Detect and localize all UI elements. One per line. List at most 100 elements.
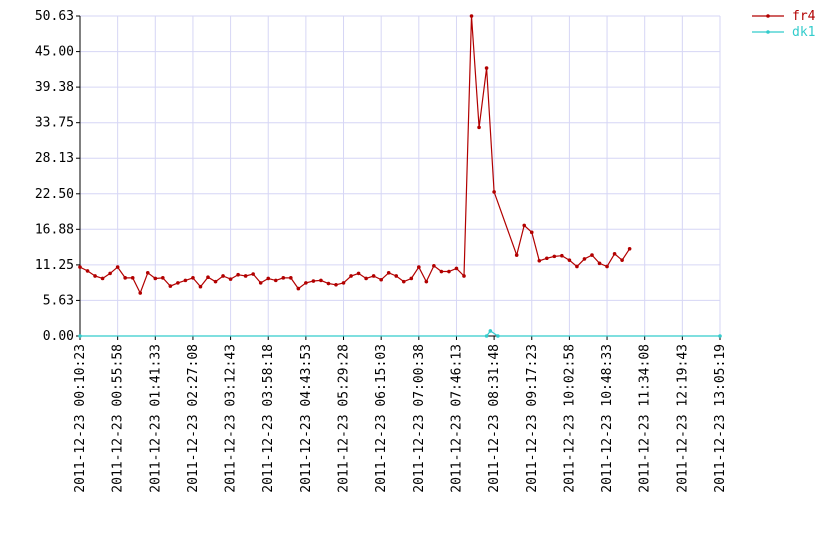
data-point-fr4: [424, 279, 429, 284]
data-point-fr4: [492, 190, 496, 194]
x-tick-label: 2011-12-23 00:55:58: [111, 344, 126, 493]
y-tick-label: 50.63: [35, 9, 74, 24]
x-tick-label: 2011-12-23 07:00:38: [412, 344, 427, 493]
data-point-fr4: [319, 278, 323, 283]
data-point-fr4: [627, 246, 632, 251]
data-point-fr4: [123, 276, 127, 280]
data-point-fr4: [296, 286, 301, 291]
series-line-fr4: [79, 15, 631, 295]
data-point-fr4: [334, 283, 338, 287]
data-point-fr4: [356, 271, 361, 276]
y-tick-label: 5.63: [43, 293, 74, 308]
y-tick-label: 28.13: [35, 151, 74, 166]
data-point-fr4: [401, 279, 406, 284]
data-point-fr4: [85, 269, 90, 273]
data-point-fr4: [552, 254, 557, 259]
x-tick-label: 2011-12-23 08:31:48: [487, 344, 502, 493]
x-tick-label: 2011-12-23 05:29:28: [337, 344, 352, 493]
data-point-fr4: [529, 230, 534, 235]
x-tick-label: 2011-12-23 10:48:33: [600, 344, 615, 493]
data-point-fr4: [477, 125, 481, 130]
data-point-fr4: [78, 265, 82, 269]
y-tick-label: 45.00: [35, 45, 74, 60]
data-point-dk1: [718, 334, 722, 338]
data-series: [78, 14, 722, 338]
data-point-fr4: [228, 277, 233, 281]
y-tick-label: 16.88: [35, 222, 74, 237]
data-point-fr4: [138, 291, 143, 295]
x-tick-label: 2011-12-23 04:43:53: [299, 344, 314, 493]
x-tick-label: 2011-12-23 03:12:43: [224, 344, 239, 493]
data-point-fr4: [191, 276, 195, 280]
data-point-fr4: [575, 264, 579, 269]
series-line-dk1: [80, 330, 720, 337]
x-tick-label: 2011-12-23 13:05:19: [713, 344, 728, 493]
data-point-fr4: [409, 276, 414, 281]
data-point-fr4: [605, 264, 609, 269]
data-point-fr4: [341, 281, 346, 285]
data-point-fr4: [597, 261, 602, 266]
data-point-fr4: [326, 281, 331, 286]
grid-lines: [79, 15, 721, 337]
x-tick-label: 2011-12-23 10:02:58: [562, 344, 577, 493]
x-tick-label: 2011-12-23 00:10:23: [73, 344, 88, 493]
data-point-fr4: [281, 276, 286, 280]
data-point-fr4: [221, 274, 225, 278]
data-point-fr4: [364, 276, 368, 281]
data-point-fr4: [447, 269, 451, 274]
data-point-fr4: [560, 253, 564, 258]
x-tick-label: 2011-12-23 06:15:03: [374, 344, 389, 493]
data-point-fr4: [93, 274, 97, 278]
data-point-fr4: [522, 223, 527, 228]
data-point-fr4: [266, 276, 271, 281]
data-point-dk1: [78, 334, 82, 338]
data-point-dk1: [488, 329, 493, 333]
x-tick-label: 2011-12-23 12:19:43: [675, 344, 690, 493]
data-point-fr4: [394, 274, 399, 278]
y-tick-label: 39.38: [35, 80, 74, 95]
data-point-fr4: [439, 269, 444, 274]
x-tick-label: 2011-12-23 02:27:08: [186, 344, 201, 493]
data-point-fr4: [386, 270, 391, 275]
data-point-fr4: [514, 253, 519, 257]
data-point-fr4: [432, 264, 436, 268]
x-tick-label: 2011-12-23 01:41:33: [148, 344, 163, 493]
data-point-fr4: [545, 256, 549, 261]
x-tick-label: 2011-12-23 09:17:23: [525, 344, 540, 493]
data-point-fr4: [311, 279, 316, 283]
data-point-fr4: [153, 276, 158, 281]
data-point-fr4: [590, 253, 594, 257]
legend-label-fr4: fr4: [792, 9, 816, 24]
data-point-fr4: [620, 258, 624, 262]
data-point-fr4: [168, 284, 173, 288]
data-point-fr4: [462, 274, 466, 278]
data-point-fr4: [161, 276, 165, 280]
data-point-fr4: [145, 270, 150, 275]
data-point-fr4: [371, 274, 376, 278]
legend-marker-dk1: [766, 30, 770, 34]
data-point-dk1: [496, 334, 500, 338]
data-point-fr4: [115, 265, 120, 269]
legend-label-dk1: dk1: [792, 25, 815, 40]
data-point-fr4: [417, 265, 421, 269]
legend-marker-fr4: [766, 14, 770, 18]
x-tick-label: 2011-12-23 03:58:18: [261, 344, 276, 493]
data-point-fr4: [289, 276, 293, 280]
y-tick-label: 33.75: [35, 116, 74, 131]
data-point-fr4: [100, 276, 105, 281]
data-point-fr4: [273, 278, 278, 283]
chart-axes: [76, 15, 721, 340]
data-point-fr4: [258, 281, 263, 285]
data-point-fr4: [304, 281, 308, 285]
data-point-fr4: [379, 277, 383, 282]
y-tick-label: 22.50: [35, 187, 74, 202]
x-tick-label: 2011-12-23 11:34:08: [638, 344, 653, 493]
data-point-fr4: [108, 271, 112, 276]
data-point-fr4: [484, 66, 489, 70]
data-point-fr4: [537, 258, 542, 263]
data-point-fr4: [582, 257, 587, 261]
y-tick-label: 0.00: [43, 329, 74, 344]
data-point-fr4: [567, 258, 572, 262]
